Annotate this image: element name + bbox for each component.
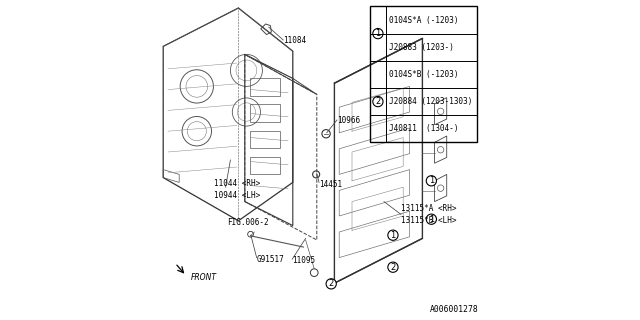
Circle shape <box>426 214 436 224</box>
Text: G91517: G91517 <box>257 255 284 264</box>
Text: 13115*B <LH>: 13115*B <LH> <box>401 216 456 225</box>
Text: J20883 (1203-): J20883 (1203-) <box>389 43 454 52</box>
Text: 0104S*B (-1203): 0104S*B (-1203) <box>389 70 458 79</box>
Text: J20884 (1203-1303): J20884 (1203-1303) <box>389 97 472 106</box>
Circle shape <box>372 96 383 107</box>
Text: FRONT: FRONT <box>191 273 216 282</box>
Text: 2: 2 <box>390 263 396 272</box>
Bar <box>370 6 477 142</box>
Text: 1: 1 <box>429 215 434 224</box>
Text: 0104S*A (-1203): 0104S*A (-1203) <box>389 15 458 25</box>
Circle shape <box>372 28 383 39</box>
Text: 11084: 11084 <box>283 36 307 44</box>
Text: FIG.006-2: FIG.006-2 <box>227 218 269 227</box>
Text: 2: 2 <box>375 97 381 106</box>
Circle shape <box>388 262 398 272</box>
Text: 14451: 14451 <box>319 180 342 188</box>
Text: 1: 1 <box>390 231 396 240</box>
Text: 11044 <RH>: 11044 <RH> <box>214 179 260 188</box>
Text: J40811  (1304-): J40811 (1304-) <box>389 124 458 133</box>
Text: 10944 <LH>: 10944 <LH> <box>214 191 260 200</box>
Text: 1: 1 <box>429 176 434 185</box>
Bar <box>250 157 280 174</box>
Text: 2: 2 <box>328 279 334 288</box>
Circle shape <box>388 230 398 240</box>
Text: 13115*A <RH>: 13115*A <RH> <box>401 204 456 213</box>
Text: 1: 1 <box>375 29 381 38</box>
Text: A006001278: A006001278 <box>430 305 479 314</box>
Circle shape <box>326 279 337 289</box>
Bar <box>250 104 280 122</box>
Bar <box>250 131 280 148</box>
Text: 10966: 10966 <box>337 116 360 124</box>
Circle shape <box>426 176 436 186</box>
Text: 11095: 11095 <box>292 256 316 265</box>
Bar <box>250 78 280 96</box>
